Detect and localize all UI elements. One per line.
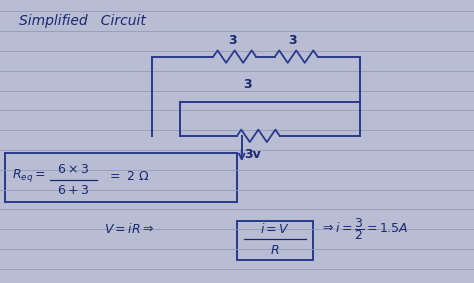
Text: $R_{eq}=$: $R_{eq}=$ bbox=[12, 167, 46, 184]
Text: Simplified   Circuit: Simplified Circuit bbox=[19, 14, 146, 28]
Text: $\Rightarrow i=\dfrac{3}{2}=1.5A$: $\Rightarrow i=\dfrac{3}{2}=1.5A$ bbox=[320, 216, 409, 242]
Bar bbox=[5, 153, 237, 202]
Text: $6+3$: $6+3$ bbox=[57, 184, 90, 197]
Text: $V = iR \Rightarrow$: $V = iR \Rightarrow$ bbox=[104, 222, 155, 236]
Text: 3: 3 bbox=[228, 34, 237, 47]
Text: 3: 3 bbox=[243, 78, 252, 91]
Bar bbox=[237, 221, 313, 260]
Text: $R$: $R$ bbox=[270, 244, 280, 257]
Text: $6\times3$: $6\times3$ bbox=[57, 163, 90, 176]
Text: 3v: 3v bbox=[244, 148, 261, 161]
Text: $=\ 2\ \Omega$: $=\ 2\ \Omega$ bbox=[107, 170, 149, 183]
Text: 3: 3 bbox=[289, 34, 297, 47]
Text: $i = V$: $i = V$ bbox=[260, 222, 290, 236]
